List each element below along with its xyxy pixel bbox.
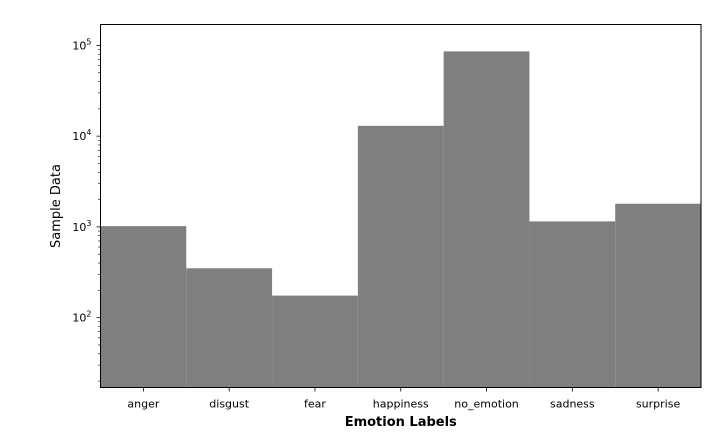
x-tick-label-anger: anger: [127, 398, 159, 411]
x-tick-label-no_emotion: no_emotion: [454, 398, 519, 411]
y-axis: 102 103 104 105: [72, 37, 101, 382]
x-tick-label-sadness: sadness: [550, 398, 595, 411]
bar-happiness: [357, 125, 444, 388]
x-tick-label-fear: fear: [304, 398, 326, 411]
bars-group: [100, 51, 701, 388]
bar-sadness: [529, 221, 616, 388]
y-tick-label: 104: [72, 128, 91, 143]
x-tick-label-disgust: disgust: [209, 398, 249, 411]
x-tick-label-happiness: happiness: [373, 398, 429, 411]
x-axis: anger disgust fear happiness no_emotion sadne…: [127, 387, 681, 411]
bar-surprise: [615, 203, 701, 388]
bar-fear: [272, 295, 358, 388]
y-tick-label: 103: [72, 219, 91, 234]
bar-disgust: [186, 268, 273, 388]
x-tick-label-surprise: surprise: [636, 398, 681, 411]
y-tick-label: 102: [72, 310, 91, 325]
x-axis-label: Emotion Labels: [345, 415, 457, 430]
y-tick-label: 105: [72, 37, 91, 52]
y-axis-label: Sample Data: [49, 164, 64, 248]
bar-anger: [100, 226, 187, 388]
bar-no_emotion: [443, 51, 530, 388]
plot-frame: [100, 24, 702, 388]
